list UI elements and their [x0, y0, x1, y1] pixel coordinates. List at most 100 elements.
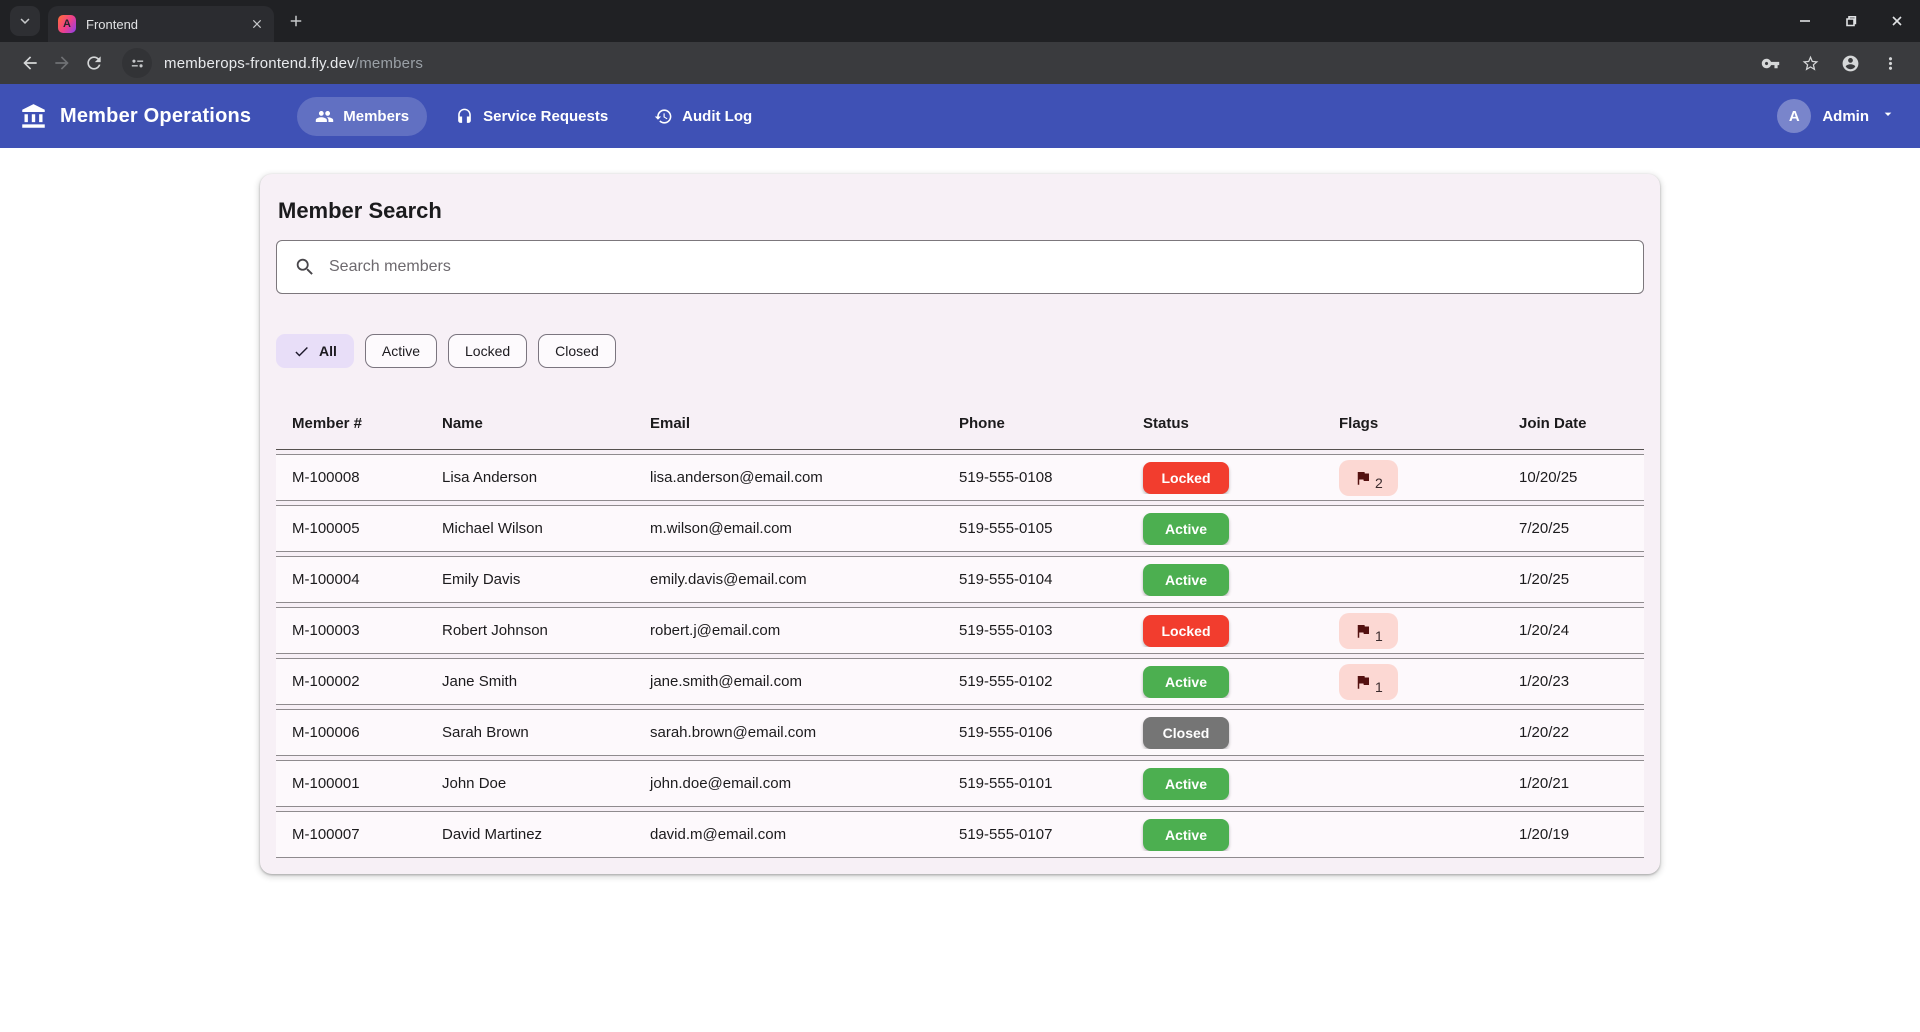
- table-row[interactable]: M-100008 Lisa Anderson lisa.anderson@ema…: [276, 454, 1644, 501]
- browser-tab[interactable]: A Frontend: [48, 6, 274, 42]
- status-badge[interactable]: Locked: [1143, 462, 1229, 494]
- nav-item-service-requests[interactable]: Service Requests: [437, 97, 626, 136]
- cell-status: Active: [1127, 819, 1323, 851]
- close-window-button[interactable]: [1874, 0, 1920, 42]
- status-badge[interactable]: Active: [1143, 513, 1229, 545]
- url-path: /members: [355, 55, 423, 72]
- cell-name: Sarah Brown: [426, 724, 634, 741]
- cell-email: lisa.anderson@email.com: [634, 469, 943, 486]
- column-header-email: Email: [634, 415, 943, 432]
- nav-item-audit-log[interactable]: Audit Log: [636, 97, 770, 136]
- cell-name: David Martinez: [426, 826, 634, 843]
- status-badge[interactable]: Active: [1143, 768, 1229, 800]
- member-search-card: Member Search Search members All Active …: [260, 174, 1660, 874]
- cell-status: Active: [1127, 666, 1323, 698]
- nav-item-label: Members: [343, 108, 409, 125]
- filter-chip-all[interactable]: All: [276, 334, 354, 368]
- browser-profile-button[interactable]: [1834, 47, 1866, 79]
- check-icon: [293, 343, 310, 360]
- table-row[interactable]: M-100003 Robert Johnson robert.j@email.c…: [276, 607, 1644, 654]
- back-button[interactable]: [14, 47, 46, 79]
- tune-icon: [129, 55, 146, 72]
- cell-name: Lisa Anderson: [426, 469, 634, 486]
- table-row[interactable]: M-100004 Emily Davis emily.davis@email.c…: [276, 556, 1644, 603]
- table-row[interactable]: M-100006 Sarah Brown sarah.brown@email.c…: [276, 709, 1644, 756]
- cell-name: Jane Smith: [426, 673, 634, 690]
- cell-status: Active: [1127, 513, 1323, 545]
- nav-item-members[interactable]: Members: [297, 97, 427, 136]
- cell-join-date: 1/20/21: [1503, 775, 1644, 792]
- reload-icon: [84, 53, 104, 73]
- star-icon: [1801, 54, 1820, 73]
- bookmark-button[interactable]: [1794, 47, 1826, 79]
- cell-name: John Doe: [426, 775, 634, 792]
- flag-chip[interactable]: 1: [1339, 664, 1398, 700]
- status-badge[interactable]: Active: [1143, 564, 1229, 596]
- member-table-body: M-100008 Lisa Anderson lisa.anderson@ema…: [276, 454, 1644, 858]
- browser-menu-button[interactable]: [1874, 47, 1906, 79]
- cell-phone: 519-555-0106: [943, 724, 1127, 741]
- filter-chip-locked[interactable]: Locked: [448, 334, 527, 368]
- status-badge[interactable]: Active: [1143, 666, 1229, 698]
- chevron-down-icon: [16, 12, 34, 30]
- status-badge[interactable]: Locked: [1143, 615, 1229, 647]
- cell-member-number: M-100008: [276, 469, 426, 486]
- tab-close-button[interactable]: [248, 15, 266, 33]
- cell-join-date: 1/20/24: [1503, 622, 1644, 639]
- nav-item-label: Service Requests: [483, 108, 608, 125]
- table-row[interactable]: M-100007 David Martinez david.m@email.co…: [276, 811, 1644, 858]
- restore-button[interactable]: [1828, 0, 1874, 42]
- cell-email: john.doe@email.com: [634, 775, 943, 792]
- passwords-button[interactable]: [1754, 47, 1786, 79]
- cell-name: Michael Wilson: [426, 520, 634, 537]
- bank-icon: [20, 103, 47, 130]
- filter-chip-label: All: [319, 343, 337, 359]
- restore-icon: [1844, 14, 1858, 28]
- plus-icon: [287, 12, 305, 30]
- filter-chip-closed[interactable]: Closed: [538, 334, 616, 368]
- status-badge[interactable]: Active: [1143, 819, 1229, 851]
- cell-email: m.wilson@email.com: [634, 520, 943, 537]
- back-arrow-icon: [20, 53, 40, 73]
- user-menu[interactable]: A Admin: [1777, 99, 1896, 133]
- forward-button[interactable]: [46, 47, 78, 79]
- cell-join-date: 7/20/25: [1503, 520, 1644, 537]
- reload-button[interactable]: [78, 47, 110, 79]
- cell-status: Locked: [1127, 615, 1323, 647]
- flag-count: 1: [1375, 628, 1383, 644]
- address-bar[interactable]: memberops-frontend.fly.dev/members: [164, 55, 423, 72]
- status-badge[interactable]: Closed: [1143, 717, 1229, 749]
- close-icon: [1890, 14, 1904, 28]
- cell-phone: 519-555-0103: [943, 622, 1127, 639]
- filter-chip-active[interactable]: Active: [365, 334, 437, 368]
- forward-arrow-icon: [52, 53, 72, 73]
- new-tab-button[interactable]: [282, 7, 310, 35]
- member-table-header: Member # Name Email Phone Status Flags J…: [276, 398, 1644, 450]
- table-row[interactable]: M-100002 Jane Smith jane.smith@email.com…: [276, 658, 1644, 705]
- tab-search-button[interactable]: [10, 6, 40, 36]
- column-header-join-date: Join Date: [1503, 415, 1644, 432]
- cell-join-date: 1/20/25: [1503, 571, 1644, 588]
- cell-member-number: M-100002: [276, 673, 426, 690]
- flag-chip[interactable]: 2: [1339, 460, 1398, 496]
- cell-join-date: 1/20/22: [1503, 724, 1644, 741]
- cell-email: emily.davis@email.com: [634, 571, 943, 588]
- table-row[interactable]: M-100005 Michael Wilson m.wilson@email.c…: [276, 505, 1644, 552]
- browser-tab-strip: A Frontend: [0, 0, 1920, 42]
- caret-down-icon: [1880, 106, 1896, 122]
- table-row[interactable]: M-100001 John Doe john.doe@email.com 519…: [276, 760, 1644, 807]
- column-header-flags: Flags: [1323, 415, 1503, 432]
- cell-phone: 519-555-0102: [943, 673, 1127, 690]
- search-input[interactable]: Search members: [276, 240, 1644, 294]
- nav-items: Members Service Requests Audit Log: [297, 97, 770, 136]
- cell-phone: 519-555-0105: [943, 520, 1127, 537]
- app-title: Member Operations: [60, 105, 251, 128]
- headset-icon: [455, 107, 474, 126]
- minimize-icon: [1798, 14, 1812, 28]
- site-info-button[interactable]: [122, 48, 152, 78]
- flag-chip[interactable]: 1: [1339, 613, 1398, 649]
- people-icon: [315, 107, 334, 126]
- cell-join-date: 1/20/19: [1503, 826, 1644, 843]
- minimize-button[interactable]: [1782, 0, 1828, 42]
- cell-member-number: M-100003: [276, 622, 426, 639]
